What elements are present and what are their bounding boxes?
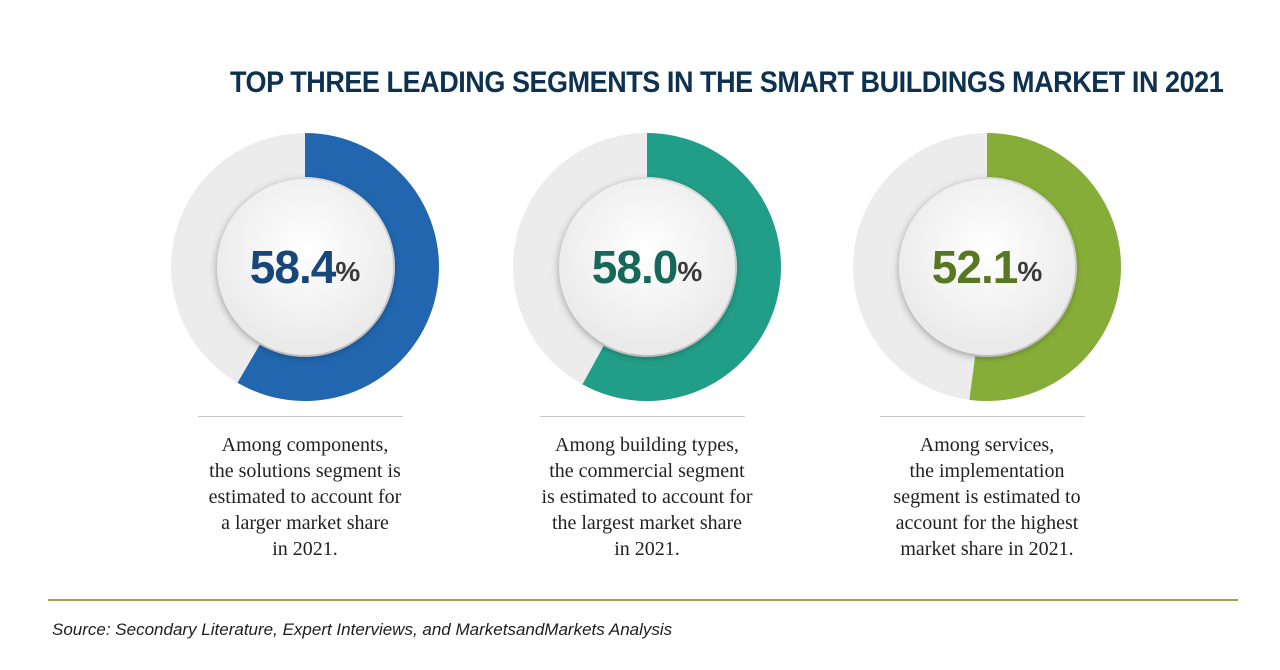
donut-svg <box>853 133 1121 402</box>
donut-segment <box>969 133 1121 402</box>
donut-chart <box>510 130 784 404</box>
segment-panel-services: 52.1 % Among services, the implementatio… <box>842 130 1122 580</box>
segment-panel-building-types: 58.0 % Among building types, the commerc… <box>502 130 782 580</box>
segment-caption: Among building types, the commercial seg… <box>541 434 753 560</box>
divider <box>540 416 745 417</box>
divider <box>880 416 1085 417</box>
donut-svg <box>171 133 440 402</box>
donut-chart <box>850 130 1124 404</box>
segment-caption: Among components, the solutions segment … <box>208 434 402 560</box>
donut-segment <box>582 133 782 401</box>
segment-caption: Among services, the implementation segme… <box>893 434 1081 560</box>
segment-panel-components: 58.4 % Among components, the solutions s… <box>160 130 440 580</box>
donut-chart <box>168 130 442 404</box>
donut-svg <box>513 133 782 401</box>
source-note: Source: Secondary Literature, Expert Int… <box>52 620 673 639</box>
donut-center <box>899 179 1075 355</box>
footer-rule <box>48 599 1238 601</box>
donut-center <box>217 179 393 355</box>
divider <box>198 416 403 417</box>
donut-segment <box>237 133 440 402</box>
chart-title: TOP THREE LEADING SEGMENTS IN THE SMART … <box>230 66 1224 99</box>
donut-center <box>559 179 735 355</box>
